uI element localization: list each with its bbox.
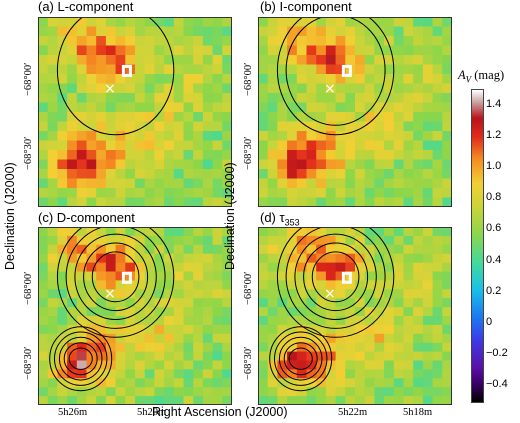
contour-ring — [74, 233, 157, 320]
colorbar-tick-label: −0.4 — [486, 378, 508, 391]
contour-lines — [49, 227, 175, 392]
contour-ring — [303, 242, 369, 312]
map-panel-d: × — [258, 227, 452, 405]
colorbar-title-symbol: A — [458, 68, 466, 82]
contour-ring — [288, 347, 313, 370]
contour-ring — [294, 233, 377, 320]
contour-ring — [274, 331, 328, 386]
contour-ring — [276, 17, 395, 136]
contour-lines — [56, 17, 175, 136]
map-pixels — [38, 227, 232, 405]
y-tick-d-1: −68°00′ — [243, 271, 254, 305]
contour-ring — [56, 227, 175, 338]
contour-ring — [283, 342, 318, 376]
y-tick-b-1: −68°00′ — [243, 62, 254, 96]
peak-marker-icon — [341, 271, 352, 284]
y-tick-c-2: −68°30′ — [23, 346, 34, 380]
contour-ring — [68, 347, 93, 370]
cross-marker-icon: × — [324, 286, 336, 302]
map-panel-c: × — [38, 227, 232, 405]
contour-ring — [285, 227, 386, 329]
panel-frame — [38, 227, 232, 405]
peak-marker-icon — [341, 64, 352, 77]
colorbar-tick-label: 1.4 — [486, 97, 502, 110]
contour-ring — [49, 326, 113, 392]
colorbar-title-unit: (mag) — [474, 68, 505, 82]
colorbar-tick-label: 0.4 — [486, 253, 502, 266]
contour-ring — [65, 227, 166, 329]
colorbar-tick-label: −0.2 — [486, 347, 508, 360]
peak-marker-icon — [121, 64, 132, 77]
map-panel-a: × — [38, 17, 232, 207]
y-axis-title-left: Declination (J2000) — [3, 162, 17, 270]
panel-frame — [258, 227, 452, 405]
colorbar — [471, 89, 484, 403]
cross-marker-icon: × — [104, 81, 116, 97]
y-axis-title-right: Declination (J2000) — [223, 162, 237, 270]
contour-ring — [311, 251, 360, 303]
x-tick-d-2: 5h18m — [403, 407, 433, 418]
x-tick-d-1: 5h22m — [338, 407, 368, 418]
map-pixels — [258, 17, 452, 207]
colorbar-title: AV (mag) — [458, 68, 504, 85]
y-tick-c-1: −68°00′ — [23, 271, 34, 305]
contour-ring — [278, 336, 323, 381]
y-tick-b-2: −68°30′ — [243, 136, 254, 170]
panel-frame — [38, 17, 232, 207]
map-pixels — [38, 17, 232, 207]
colorbar-tick-label: 0 — [486, 316, 493, 328]
colorbar-tick-label: 0.6 — [486, 222, 502, 235]
peak-marker-icon — [121, 271, 132, 284]
contour-ring — [269, 326, 333, 392]
colorbar-tick-label: 1.0 — [486, 160, 502, 172]
cross-marker-icon: × — [104, 286, 116, 302]
x-axis-title: Right Ascension (J2000) — [152, 405, 288, 419]
panel-d-title-sub: 353 — [284, 217, 300, 228]
contour-ring — [58, 336, 103, 381]
map-panel-b: × — [258, 17, 452, 207]
contour-ring — [83, 242, 149, 312]
panel-c-title: (c) D-component — [38, 210, 135, 225]
contour-ring — [63, 342, 98, 376]
y-tick-a-2: −68°30′ — [23, 136, 34, 170]
contour-ring — [285, 17, 386, 126]
colorbar-tick-label: 1.2 — [486, 128, 502, 141]
contour-ring — [56, 17, 175, 136]
x-tick-c-2: 5h20m — [137, 407, 167, 418]
panel-d-title: (d) τ353 — [260, 210, 300, 228]
contour-ring — [54, 331, 108, 386]
colorbar-tick-label: 0.2 — [486, 284, 502, 297]
y-tick-a-1: −68°00′ — [23, 62, 34, 96]
panel-b-title: (b) I-component — [260, 0, 352, 14]
colorbar-title-sub: V — [465, 74, 472, 85]
map-pixels — [258, 227, 452, 405]
y-tick-d-2: −68°30′ — [243, 346, 254, 380]
panel-a-title: (a) L-component — [38, 0, 134, 14]
colorbar-tick-label: 0.8 — [486, 191, 502, 204]
contour-ring — [276, 227, 395, 338]
cross-marker-icon: × — [324, 81, 336, 97]
contour-lines — [276, 17, 395, 136]
contour-lines — [269, 227, 395, 392]
panel-frame — [258, 17, 452, 207]
contour-ring — [91, 251, 140, 303]
x-tick-c-1: 5h26m — [58, 407, 88, 418]
